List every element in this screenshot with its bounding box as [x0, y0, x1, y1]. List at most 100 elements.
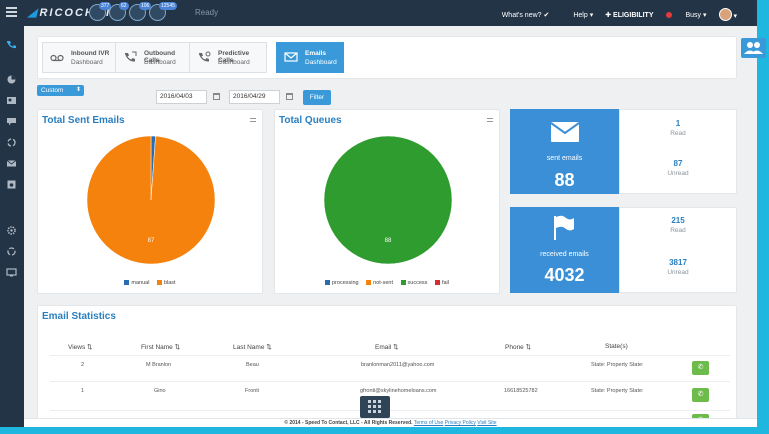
pie-data-label: 87: [148, 238, 155, 244]
chat-icon[interactable]: [6, 113, 17, 126]
legend-item[interactable]: success: [400, 280, 427, 286]
card-menu-icon[interactable]: [487, 118, 493, 122]
received-emails-breakdown: 215 Read 3817 Unread: [619, 207, 737, 293]
envelope-icon: [550, 122, 580, 142]
avatar: [718, 8, 732, 21]
received-read-count: 215: [671, 216, 685, 225]
date-from-input[interactable]: 2016/04/03: [156, 90, 207, 104]
cell-first-name: M Branlon: [146, 362, 172, 368]
tab-title: Predictive Calls: [218, 50, 250, 64]
pie-data-label: 88: [385, 238, 392, 244]
sent-read-count: 1: [675, 119, 681, 128]
card-title: Total Queues: [279, 115, 342, 126]
users-panel-button[interactable]: [741, 38, 766, 58]
legend-item[interactable]: processing: [325, 280, 359, 286]
cell-first-name: Gino: [154, 388, 166, 394]
tab-inbound-ivr[interactable]: Inbound IVR Dashboard: [42, 42, 120, 73]
legend-item[interactable]: fail: [434, 280, 449, 286]
mail-icon[interactable]: [6, 155, 17, 167]
tab-predictive-calls[interactable]: Predictive Calls Dashboard: [189, 42, 267, 73]
dialpad-button[interactable]: [360, 396, 390, 418]
refresh-icon[interactable]: [6, 243, 17, 256]
tab-outbound-calls[interactable]: Outbound Calls Dashboard: [115, 42, 193, 73]
visit-site-link[interactable]: Visit Site: [477, 420, 497, 426]
settings-icon[interactable]: [6, 222, 17, 235]
sent-read-label: Read: [670, 130, 686, 137]
cell-email: branlonman2011@yahoo.com: [361, 362, 435, 368]
calendar-icon[interactable]: [286, 93, 293, 100]
help-menu[interactable]: Help ▾: [573, 11, 594, 19]
phone-icon[interactable]: [6, 36, 17, 49]
messages-badge[interactable]: 62: [109, 2, 129, 21]
menu-icon[interactable]: [6, 7, 17, 18]
queues-pie: 88: [323, 135, 453, 265]
tab-title: Outbound Calls: [144, 50, 176, 64]
monitor-icon[interactable]: [6, 264, 17, 277]
cell-email: gfronti@skylinehomeloans.com: [360, 388, 437, 394]
sent-emails-total: 88: [554, 170, 575, 190]
footer: © 2014 - Speed To Contact, LLC - All Rig…: [24, 418, 757, 427]
calendar-icon[interactable]: [213, 93, 220, 100]
col-header-last-name[interactable]: Last Name ⇅: [233, 344, 272, 351]
busy-status[interactable]: Busy ▾: [665, 11, 707, 19]
date-range-select[interactable]: Custom ⬍: [37, 85, 84, 96]
emails-badge[interactable]: 12545: [149, 2, 177, 21]
chart-legend: manual blast: [38, 280, 262, 286]
sync-icon[interactable]: [6, 134, 17, 147]
cell-views: 1: [81, 388, 85, 394]
col-header-phone[interactable]: Phone ⇅: [505, 344, 532, 351]
terms-link[interactable]: Terms of Use: [413, 420, 444, 426]
received-emails-label: received emails: [540, 251, 589, 258]
phone-outgoing-icon: [125, 51, 137, 62]
privacy-link[interactable]: Privacy Policy: [444, 420, 476, 426]
app-window: ◢RICOCHET 377 62 106 12545 Ready What's …: [0, 0, 757, 427]
tab-subtitle: Dashboard: [71, 59, 103, 66]
tab-title: Emails: [305, 50, 326, 57]
phone-predictive-icon: [199, 51, 211, 62]
sent-unread-label: Unread: [667, 170, 689, 177]
whats-new-link[interactable]: What's new? ✔: [501, 11, 550, 19]
cell-phone: 16618525782: [504, 388, 538, 394]
col-header-views[interactable]: Views ⇅: [68, 344, 93, 351]
users-icon: [744, 42, 763, 54]
legend-item[interactable]: blast: [156, 280, 176, 286]
received-unread-label: Unread: [667, 269, 689, 276]
cell-views: 2: [81, 362, 85, 368]
pie-chart-icon[interactable]: [6, 71, 17, 84]
disk-icon[interactable]: [6, 176, 17, 189]
tab-subtitle: Dashboard: [305, 59, 337, 66]
eligibility-link[interactable]: ✚ ELIGIBILITY: [605, 11, 654, 19]
call-button[interactable]: ✆: [692, 388, 709, 402]
legend-item[interactable]: manual: [124, 280, 149, 286]
tab-emails[interactable]: Emails Dashboard: [276, 42, 344, 73]
filter-button[interactable]: Filter: [303, 90, 331, 105]
received-emails-summary: received emails 4032: [510, 207, 619, 293]
legend-item[interactable]: not-sent: [366, 280, 393, 286]
col-header-first-name[interactable]: First Name ⇅: [141, 344, 181, 351]
agent-status-text: Ready: [195, 8, 219, 17]
received-read-label: Read: [670, 227, 686, 234]
sent-emails-breakdown: 1 Read 87 Unread: [619, 109, 737, 194]
sent-unread-count: 87: [673, 159, 683, 168]
calls-badge[interactable]: 377: [89, 2, 112, 21]
pie-slice-success[interactable]: [323, 135, 453, 265]
divider: [50, 381, 730, 382]
divider: [50, 410, 730, 411]
copyright-text: © 2014 - Speed To Contact, LLC - All Rig…: [284, 420, 413, 426]
chevron-updown-icon: ⬍: [75, 87, 81, 93]
user-menu[interactable]: ▾: [718, 8, 737, 21]
contacts-icon[interactable]: [6, 92, 17, 104]
tab-title: Inbound IVR: [71, 50, 110, 57]
call-button[interactable]: ✆: [692, 361, 709, 375]
tab-subtitle: Dashboard: [144, 59, 176, 66]
tasks-badge[interactable]: 106: [129, 2, 152, 21]
sent-emails-summary: sent emails 88: [510, 109, 619, 194]
phone-icon: ✆: [697, 364, 704, 371]
col-header-email[interactable]: Email ⇅: [375, 344, 399, 351]
card-menu-icon[interactable]: [250, 118, 256, 122]
phone-icon: ✆: [697, 391, 704, 398]
pie-slice-blast[interactable]: [86, 135, 216, 265]
cell-state: State: Property State:: [591, 362, 644, 368]
sent-emails-card: Total Sent Emails 87 manual blast: [37, 109, 263, 294]
date-to-input[interactable]: 2016/04/29: [229, 90, 280, 104]
